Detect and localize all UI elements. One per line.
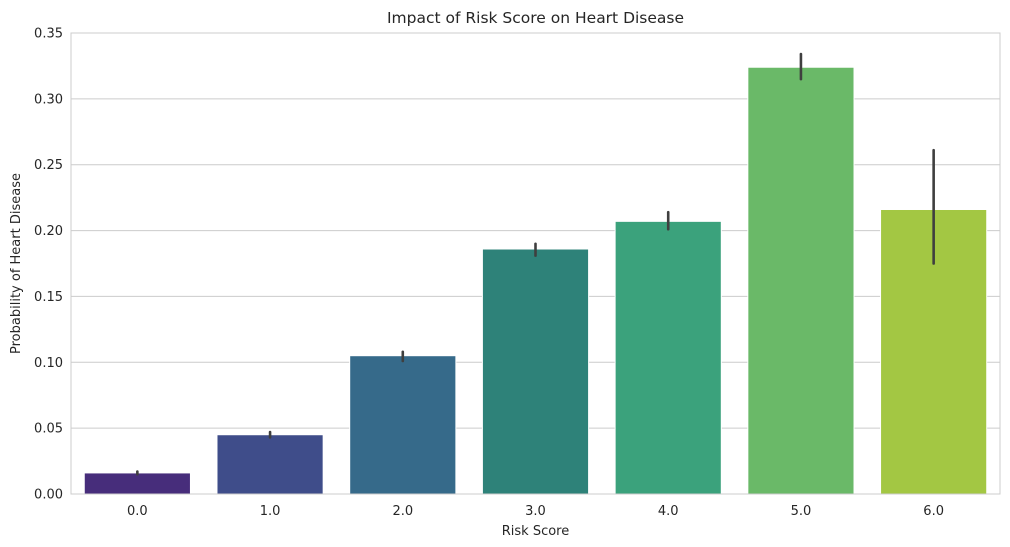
error-bars [136,52,935,476]
bar-3.0 [481,248,590,495]
x-tick-label: 0.0 [127,504,148,519]
chart-title: Impact of Risk Score on Heart Disease [387,9,684,27]
y-tick-label: 0.35 [34,27,63,42]
y-tick-labels: 0.00 0.05 0.10 0.15 0.20 0.25 0.30 0.35 [34,27,63,503]
y-tick-label: 0.15 [34,290,63,305]
y-tick-label: 0.10 [34,356,63,371]
x-tick-label: 6.0 [923,504,944,519]
y-tick-label: 0.20 [34,224,63,239]
x-tick-label: 2.0 [392,504,413,519]
bar-4.0 [614,220,722,495]
x-tick-label: 3.0 [525,504,546,519]
plot-frame [70,32,1001,495]
y-tick-label: 0.25 [34,158,63,173]
y-tick-label: 0.00 [34,488,63,503]
x-tick-labels: 0.0 1.0 2.0 3.0 4.0 5.0 6.0 [127,504,944,519]
bar-0.0 [83,472,191,495]
x-axis-label: Risk Score [502,524,570,539]
x-tick-label: 5.0 [791,504,812,519]
bar-5.0 [747,66,855,495]
y-axis-label: Probability of Heart Disease [9,173,24,354]
x-tick-label: 1.0 [260,504,281,519]
bar-2.0 [349,355,457,495]
y-tick-label: 0.05 [34,422,63,437]
bars [83,66,988,495]
y-tick-label: 0.30 [34,92,63,107]
bar-1.0 [216,434,324,495]
x-tick-label: 4.0 [658,504,679,519]
